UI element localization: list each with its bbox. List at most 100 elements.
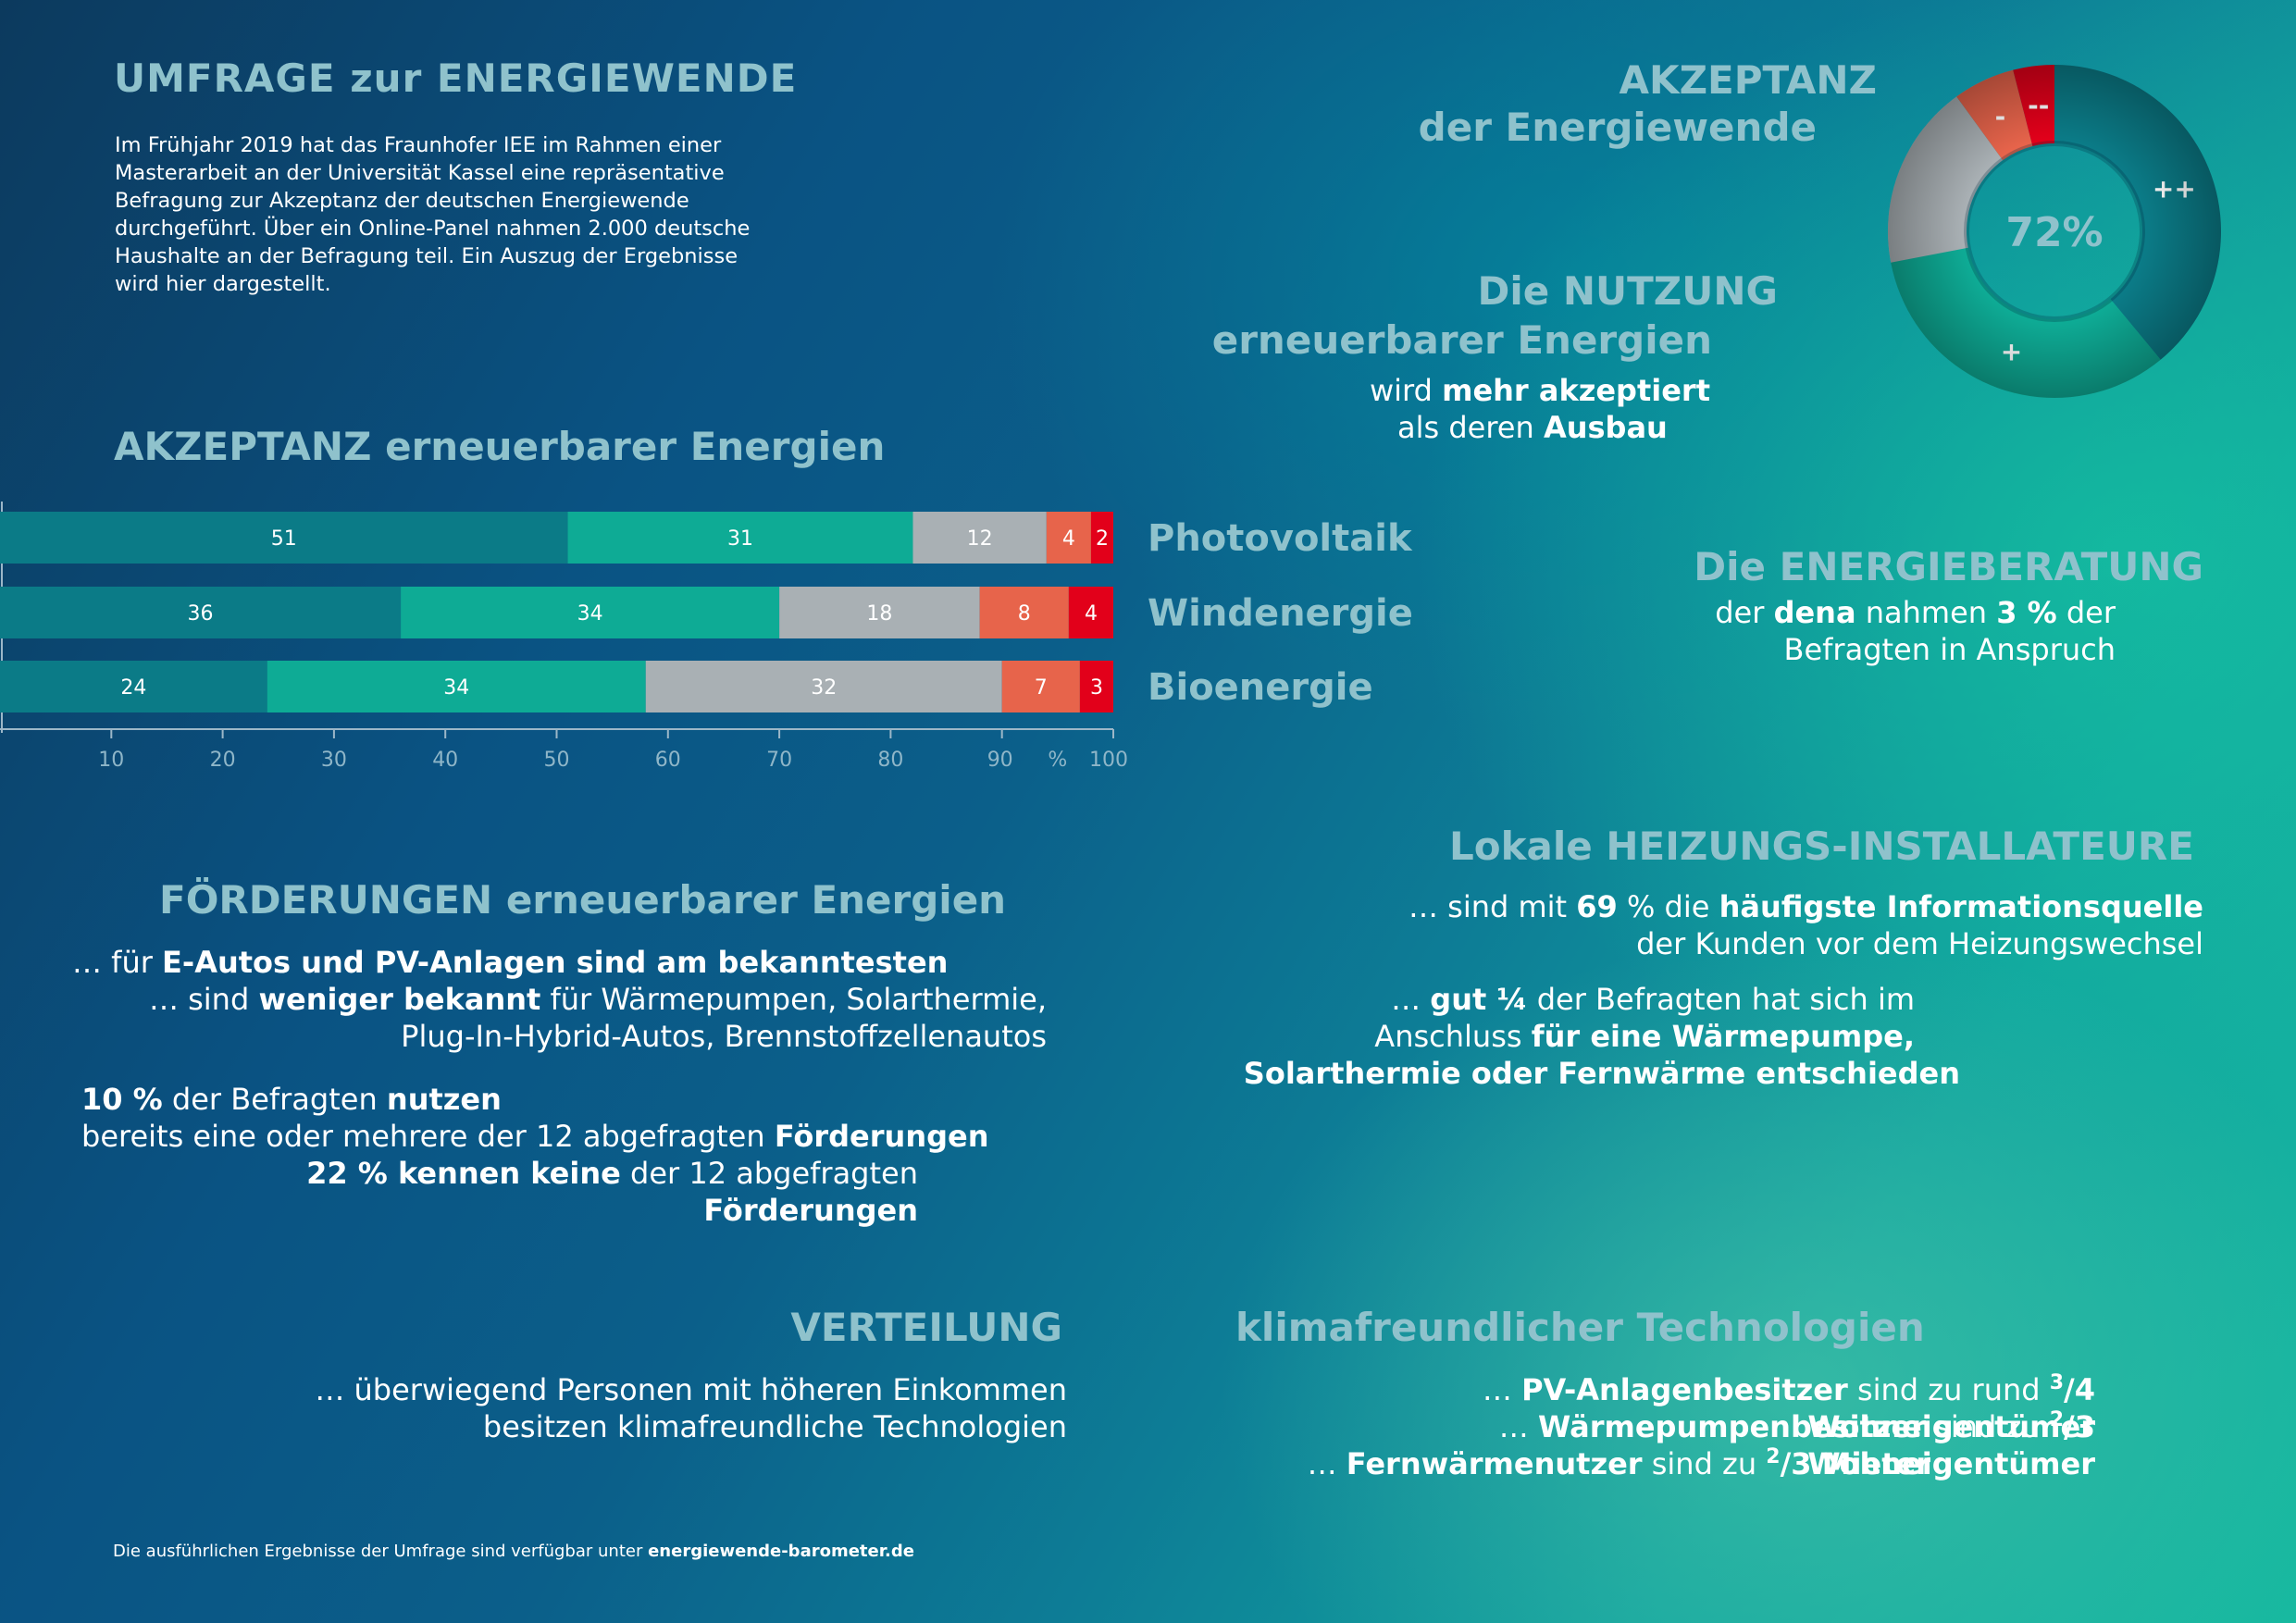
data-label: 36: [188, 602, 214, 626]
text: der Befragten: [162, 1082, 387, 1117]
data-label: 34: [443, 676, 469, 700]
text-bold: PV-Anlagenbesitzer: [1521, 1372, 1848, 1407]
text-bold: für eine Wärmepumpe,: [1531, 1019, 1915, 1054]
text: …: [1498, 1409, 1538, 1444]
text: der Befragten hat sich im: [1527, 982, 1915, 1017]
text: … sind mit: [1408, 889, 1577, 924]
data-label: 4: [1062, 527, 1075, 551]
donut-shading: [1888, 65, 2221, 398]
verteilung-line-2: besitzen klimafreundliche Technologien: [482, 1409, 1067, 1444]
category-label: Windenergie: [1148, 592, 1413, 635]
text-bold: Wohneigentümer: [1807, 1409, 2095, 1444]
bar-segment: [1079, 661, 1113, 712]
x-tick-label: 80: [877, 749, 903, 772]
fraction-denominator: /3: [2064, 1409, 2095, 1444]
bar-segment: [1090, 512, 1113, 564]
text-bold: Ausbau: [1543, 410, 1668, 445]
text-bold: 69: [1576, 889, 1618, 924]
text: für Wärmepumpen, Solarthermie,: [540, 982, 1048, 1017]
installateure-title: Lokale HEIZUNGS-INSTALLATEURE: [1449, 824, 2194, 869]
data-label: 31: [727, 527, 753, 551]
nutzung-title: Die NUTZUNG: [1477, 268, 1778, 314]
text: …: [1391, 982, 1431, 1017]
data-label: 18: [866, 602, 892, 626]
text: der 12 abgefragten: [620, 1156, 918, 1191]
text: der: [1715, 595, 1774, 630]
nutzung-subtitle: erneuerbarer Energien: [1211, 317, 1712, 363]
text: nahmen: [1855, 595, 1997, 630]
bar-segment: [1068, 587, 1113, 638]
text-bold: weniger bekannt: [258, 982, 541, 1017]
text: sind zu: [1925, 1409, 2050, 1444]
text: sind zu: [1642, 1446, 1767, 1481]
nutzung-line-2: als deren Ausbau: [1397, 409, 1860, 446]
stacked-bar-chart: 51 31 12 4 2 Photovoltaik 36 34 18 8 4 Windenergie 2…: [0, 490, 1444, 787]
verteilung-line-1: … überwiegend Personen mit höheren Einko…: [315, 1372, 1067, 1407]
installateure-line-5: Solarthermie oder Fernwärme entschieden: [1203, 1055, 1960, 1092]
beratung-line-2: Befragten in Anspruch: [1783, 632, 2116, 667]
bar-segment: [267, 661, 646, 712]
data-label: 2: [1096, 527, 1109, 551]
beratung-line-1: der dena nahmen 3 % der: [1573, 594, 2116, 631]
x-tick-label: 90: [987, 749, 1013, 772]
foerderungen-title: FÖRDERUNGEN erneuerbarer Energien: [159, 877, 1007, 923]
x-tick-label: 70: [766, 749, 792, 772]
data-label: 8: [1018, 602, 1031, 626]
klima-row-3: … Fernwärmenutzer sind zu 2/3 Mieter: [1203, 1445, 1930, 1482]
data-label: 32: [811, 676, 837, 700]
category-label: Photovoltaik: [1148, 517, 1413, 560]
bar-segment: [779, 587, 980, 638]
acceptance-title: AKZEPTANZ: [1619, 57, 1877, 103]
text-bold: Förderungen: [774, 1119, 989, 1154]
x-tick-label: 50: [544, 749, 570, 772]
bar-segment: [1001, 661, 1080, 712]
verteilung-title: VERTEILUNG: [790, 1305, 1062, 1350]
text: …: [1307, 1446, 1347, 1481]
intro-line: Im Frühjahr 2019 hat das Fraunhofer IEE …: [115, 133, 722, 157]
text-bold: Solarthermie oder Fernwärme entschieden: [1243, 1056, 1960, 1091]
category-label: Bioenergie: [1148, 666, 1373, 709]
x-tick-label: 10: [98, 749, 124, 772]
klima-row-1: … PV-Anlagenbesitzer sind zu rund 3/4 Wo…: [1203, 1371, 2095, 1445]
fraction-denominator: /4: [2064, 1372, 2095, 1407]
bar-segment: [401, 587, 780, 638]
text-bold: häufigste Informationsquelle: [1719, 889, 2203, 924]
x-tick-label: 30: [321, 749, 347, 772]
installateure-line-2: der Kunden vor dem Heizungswechsel: [1636, 926, 2203, 961]
text: als deren: [1397, 410, 1544, 445]
nutzung-line-1: wird mehr akzeptiert: [1111, 372, 1710, 409]
x-tick-label: 20: [210, 749, 236, 772]
x-tick-label: 100: [1089, 749, 1128, 772]
text-bold: Mieter: [1811, 1446, 1930, 1481]
fraction-denominator: /3: [1780, 1446, 1812, 1481]
footer-link[interactable]: energiewende-barometer.de: [648, 1542, 914, 1561]
text: … sind: [148, 982, 259, 1017]
text-bold: 22 % kennen keine: [306, 1156, 621, 1191]
text-bold: dena: [1773, 595, 1856, 630]
data-label: 51: [271, 527, 297, 551]
foerderungen-stat-3: 22 % kennen keine der 12 abgefragten För…: [93, 1155, 918, 1229]
text: Anschluss: [1374, 1019, 1532, 1054]
fraction-numerator: 2: [1766, 1445, 1781, 1468]
text: wird: [1369, 373, 1443, 408]
data-label: 7: [1035, 676, 1048, 700]
donut-chart: +++---72%: [1879, 56, 2249, 426]
text-bold: E-Autos und PV-Anlagen sind am bekanntes…: [162, 945, 949, 980]
intro-title: UMFRAGE zur ENERGIEWENDE: [114, 56, 798, 101]
installateure-line-1: … sind mit 69 % die häufigste Informatio…: [1203, 888, 2203, 925]
text-bold: mehr akzeptiert: [1442, 373, 1710, 408]
chart-title: AKZEPTANZ erneuerbarer Energien: [114, 424, 886, 469]
intro-line: Masterarbeit an der Universität Kassel e…: [115, 161, 725, 185]
installateure-line-4: Anschluss für eine Wärmepumpe,: [1203, 1018, 1915, 1055]
text-bold: Wärmepumpenbesitzer: [1537, 1409, 1926, 1444]
text: … für: [72, 945, 163, 980]
foerderungen-line-1: … für E-Autos und PV-Anlagen sind am bek…: [72, 944, 998, 981]
intro-line: wird hier dargestellt.: [115, 272, 331, 296]
data-label: 12: [967, 527, 993, 551]
footer: Die ausführlichen Ergebnisse der Umfrage…: [113, 1542, 914, 1561]
text: …: [1482, 1372, 1522, 1407]
foerderungen-line-2: … sind weniger bekannt für Wärmepumpen, …: [93, 981, 1047, 1018]
bar-segment: [1046, 512, 1091, 564]
data-label: 24: [120, 676, 146, 700]
